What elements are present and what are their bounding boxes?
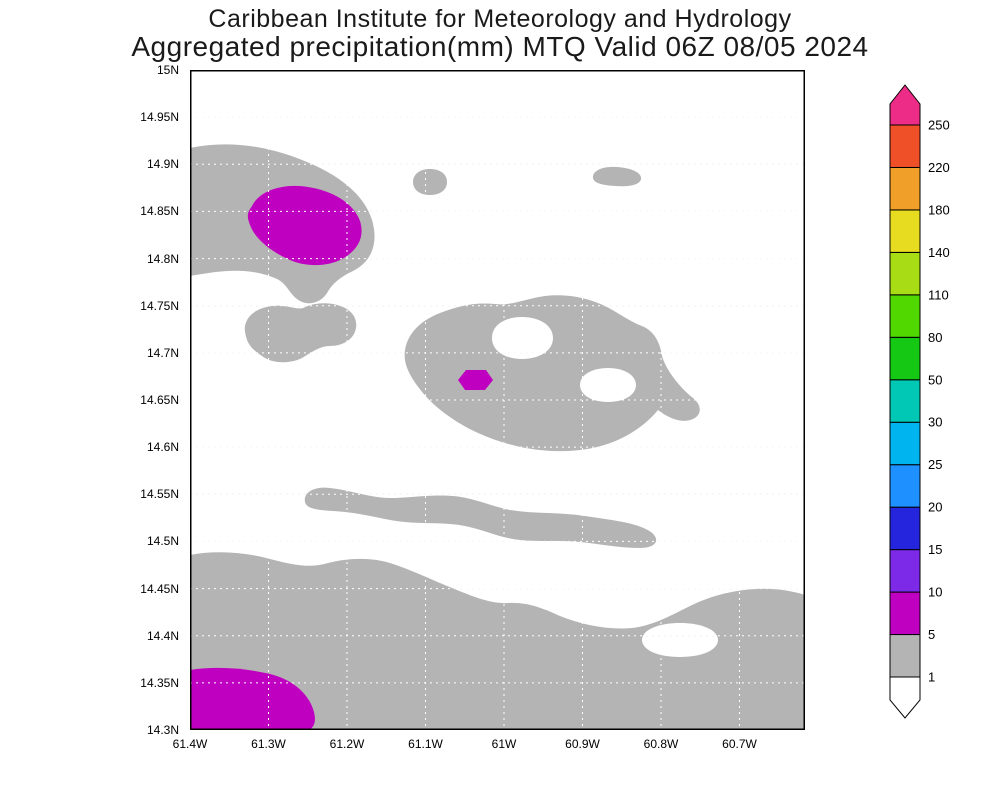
shaded-region-mid-lower-band (304, 487, 657, 548)
colorbar-band-5-10 (889, 591, 921, 636)
lon-tick-label: 60.7W (722, 737, 757, 751)
lon-tick-label: 61.4W (172, 737, 208, 751)
lat-tick-label: 14.55N (140, 487, 179, 502)
lat-tick-label: 14.8N (146, 251, 179, 266)
colorbar-tick-label: 25 (928, 457, 942, 472)
lon-tick-label: 61.2W (329, 737, 365, 751)
colorbar-top-arrow (889, 84, 921, 126)
colorbar-tick-label: 180 (928, 202, 950, 217)
colorbar-tick-label: 15 (928, 542, 942, 557)
colorbar-tick-label: 20 (928, 500, 942, 515)
latitude-axis: 15N 14.95N 14.9N 14.85N 14.8N 14.75N 14.7N 14.6… (95, 63, 185, 737)
colorbar-tick-label: 5 (928, 627, 935, 642)
lat-tick-label: 15N (156, 63, 179, 77)
lat-tick-label: 14.5N (146, 534, 179, 549)
colorbar-tick-label: 10 (928, 585, 942, 600)
lon-tick-label: 61W (491, 737, 517, 751)
shaded-region-northwest-maximum (247, 185, 362, 266)
shaded-region-northeast-small-cell (592, 166, 642, 187)
lon-tick-label: 61.3W (251, 737, 286, 751)
lat-tick-label: 14.95N (140, 110, 179, 125)
colorbar-band-25-30 (889, 421, 921, 466)
colorbar-band-110-140 (889, 251, 921, 296)
colorbar-band-20-25 (889, 464, 921, 508)
grid-over (190, 70, 805, 730)
colorbar-tick-label: 30 (928, 415, 942, 430)
lon-tick-label: 61.1W (408, 737, 443, 751)
lon-tick-label: 60.9W (565, 737, 600, 751)
colorbar-band-15-20 (889, 506, 921, 551)
colorbar-tick-label: 80 (928, 330, 942, 345)
lat-tick-label: 14.75N (140, 298, 179, 313)
figure-title-line-1: Caribbean Institute for Meteorology and … (208, 5, 792, 33)
colorbar-band-220-250 (889, 124, 921, 168)
colorbar-tick-label: 1 (928, 670, 935, 685)
precipitation-colorbar: 250 220 180 140 110 80 50 30 25 20 15 10 5 1 (889, 84, 950, 719)
lat-tick-label: 14.45N (140, 581, 179, 596)
colorbar-band-50-80 (889, 336, 921, 381)
colorbar-tick-label: 140 (928, 245, 950, 260)
figure-title-line-2: Aggregated precipitation(mm) MTQ Valid 0… (131, 31, 869, 62)
lat-tick-label: 14.65N (140, 393, 179, 407)
shaded-region-southwest-maximum (190, 667, 315, 730)
lat-tick-label: 14.7N (146, 345, 179, 360)
map-border (190, 70, 805, 730)
colorbar-band-140-180 (889, 209, 921, 253)
colorbar-bottom-arrow (889, 676, 921, 719)
shaded-region-southern-area-with-hole (190, 552, 805, 730)
colorbar-band-10-15 (889, 549, 921, 593)
shaded-region-central-area-with-holes (404, 295, 700, 452)
colorbar-tick-label: 50 (928, 372, 942, 387)
colorbar-tick-label: 220 (928, 160, 950, 175)
colorbar-band-30-50 (889, 379, 921, 423)
lat-tick-label: 14.35N (140, 675, 179, 690)
colorbar-band-1-5 (889, 634, 921, 678)
lat-tick-label: 14.9N (146, 157, 179, 172)
lat-tick-label: 14.3N (146, 723, 179, 737)
colorbar-tick-label: 110 (928, 287, 949, 302)
precipitation-map (190, 70, 805, 730)
colorbar-band-180-220 (889, 166, 921, 211)
lat-tick-label: 14.85N (140, 204, 179, 219)
lat-tick-label: 14.6N (146, 440, 179, 455)
colorbar-band-80-110 (889, 294, 921, 338)
longitude-axis: 61.4W 61.3W 61.2W 61.1W 61W 60.9W 60.8W 60.7W (173, 737, 805, 757)
lon-tick-label: 60.8W (643, 737, 679, 751)
shaded-region-west-central-area (244, 303, 357, 363)
shaded-region-north-small-cell (413, 169, 447, 195)
colorbar-tick-label: 250 (928, 118, 950, 133)
shaded-region-central-small-maximum (458, 370, 493, 390)
lat-tick-label: 14.4N (146, 628, 179, 643)
